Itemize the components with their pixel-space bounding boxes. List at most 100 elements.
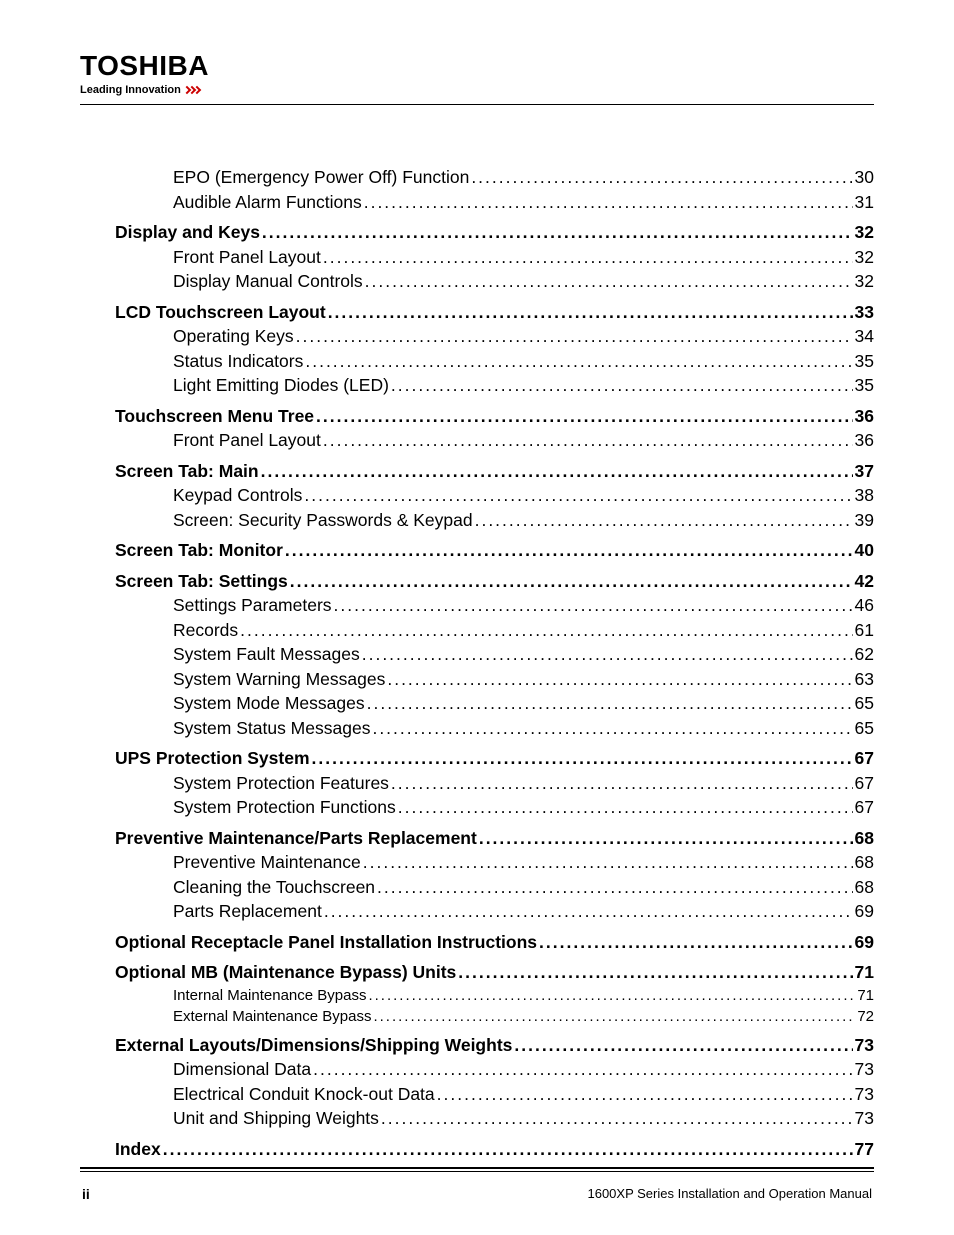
toc-label: External Maintenance Bypass: [173, 1006, 371, 1027]
toc-item: Electrical Conduit Knock-out Data73: [115, 1082, 874, 1107]
toc-label: Front Panel Layout: [173, 245, 321, 270]
toc-item: Screen: Security Passwords & Keypad 39: [115, 508, 874, 533]
toc-item: Display Manual Controls32: [115, 269, 874, 294]
toc-leader-dots: [240, 618, 852, 643]
toc-section: Index77: [115, 1137, 874, 1162]
toc-page-number: 39: [855, 508, 874, 533]
toc-page-number: 68: [855, 850, 874, 875]
toc-label: Display Manual Controls: [173, 269, 363, 294]
document-page: TOSHIBA Leading Innovation EPO (Emergenc…: [0, 0, 954, 1235]
toc-section-heading: Optional Receptacle Panel Installation I…: [115, 930, 874, 955]
toc-item: System Warning Messages63: [115, 667, 874, 692]
toc-page-number: 67: [855, 795, 874, 820]
toc-leader-dots: [391, 771, 853, 796]
toc-label: EPO (Emergency Power Off) Function: [173, 165, 469, 190]
toc-label: Settings Parameters: [173, 593, 332, 618]
toc-label: Preventive Maintenance/Parts Replacement: [115, 826, 477, 851]
toc-leader-dots: [328, 300, 853, 325]
toc-item: Preventive Maintenance 68: [115, 850, 874, 875]
toc-page-number: 73: [855, 1082, 874, 1107]
toc-leader-dots: [373, 1006, 855, 1027]
toc-section: Screen Tab: Monitor40: [115, 538, 874, 563]
toc-leader-dots: [387, 667, 852, 692]
toc-section-heading: Screen Tab: Settings42: [115, 569, 874, 594]
toc-label: Light Emitting Diodes (LED): [173, 373, 389, 398]
toc-label: System Warning Messages: [173, 667, 385, 692]
toc-item: Records61: [115, 618, 874, 643]
toc-leader-dots: [262, 220, 853, 245]
brand-logo: TOSHIBA: [80, 50, 874, 82]
toc-page-number: 73: [855, 1033, 874, 1058]
toc-leader-dots: [437, 1082, 853, 1107]
toc-section-heading: Display and Keys 32: [115, 220, 874, 245]
toc-section: LCD Touchscreen Layout33Operating Keys34…: [115, 300, 874, 398]
toc-label: Optional Receptacle Panel Installation I…: [115, 930, 537, 955]
toc-section: Display and Keys 32Front Panel Layout32Di…: [115, 220, 874, 294]
toc-item: Settings Parameters46: [115, 593, 874, 618]
chevrons-icon: [185, 87, 200, 93]
toc-leader-dots: [305, 349, 852, 374]
toc-leader-dots: [261, 459, 853, 484]
toc-leader-dots: [296, 324, 853, 349]
toc-label: Preventive Maintenance: [173, 850, 361, 875]
toc-item: Front Panel Layout32: [115, 245, 874, 270]
toc-label: LCD Touchscreen Layout: [115, 300, 326, 325]
toc-page-number: 77: [855, 1137, 874, 1162]
page-header: TOSHIBA Leading Innovation: [80, 50, 874, 96]
toc-leader-dots: [398, 795, 853, 820]
toc-page-number: 68: [855, 875, 874, 900]
toc-page-number: 42: [855, 569, 874, 594]
toc-label: Audible Alarm Functions: [173, 190, 362, 215]
toc-page-number: 73: [855, 1057, 874, 1082]
toc-section: Optional MB (Maintenance Bypass) Units71…: [115, 960, 874, 1027]
toc-label: External Layouts/Dimensions/Shipping Wei…: [115, 1033, 512, 1058]
toc-item: Unit and Shipping Weights 73: [115, 1106, 874, 1131]
toc-leader-dots: [381, 1106, 853, 1131]
toc-label: Display and Keys: [115, 220, 260, 245]
footer-divider-thick: [80, 1167, 874, 1169]
toc-leader-dots: [304, 483, 852, 508]
toc-label: System Mode Messages: [173, 691, 365, 716]
toc-leader-dots: [362, 642, 853, 667]
toc-label: Parts Replacement: [173, 899, 322, 924]
toc-page-number: 31: [855, 190, 874, 215]
toc-leader-dots: [367, 691, 853, 716]
toc-label: System Fault Messages: [173, 642, 360, 667]
toc-leader-dots: [334, 593, 853, 618]
toc-label: Screen: Security Passwords & Keypad: [173, 508, 473, 533]
toc-page-number: 36: [855, 404, 874, 429]
toc-label: Unit and Shipping Weights: [173, 1106, 379, 1131]
toc-page-number: 65: [855, 716, 874, 741]
toc-page-number: 69: [855, 930, 874, 955]
brand-tagline: Leading Innovation: [80, 84, 874, 96]
toc-page-number: 67: [855, 746, 874, 771]
toc-item: Dimensional Data73: [115, 1057, 874, 1082]
toc-label: UPS Protection System: [115, 746, 310, 771]
toc-leader-dots: [458, 960, 852, 985]
toc-leader-dots: [475, 508, 853, 533]
toc-leader-dots: [312, 746, 853, 771]
toc-page-number: 69: [855, 899, 874, 924]
toc-item: Status Indicators35: [115, 349, 874, 374]
toc-page-number: 34: [855, 324, 874, 349]
toc-section-heading: Optional MB (Maintenance Bypass) Units71: [115, 960, 874, 985]
toc-section-heading: Index77: [115, 1137, 874, 1162]
toc-leader-dots: [363, 850, 853, 875]
toc-item: EPO (Emergency Power Off) Function30: [115, 165, 874, 190]
toc-label: Records: [173, 618, 238, 643]
toc-section: EPO (Emergency Power Off) Function30Audi…: [115, 165, 874, 214]
table-of-contents: EPO (Emergency Power Off) Function30Audi…: [80, 165, 874, 1167]
toc-section-heading: Preventive Maintenance/Parts Replacement…: [115, 826, 874, 851]
toc-item: System Protection Features67: [115, 771, 874, 796]
toc-item: Parts Replacement 69: [115, 899, 874, 924]
toc-page-number: 32: [855, 220, 874, 245]
toc-page-number: 71: [857, 985, 874, 1006]
toc-leader-dots: [324, 899, 853, 924]
toc-leader-dots: [323, 245, 853, 270]
toc-page-number: 73: [855, 1106, 874, 1131]
toc-item: System Mode Messages65: [115, 691, 874, 716]
toc-page-number: 72: [857, 1006, 874, 1027]
toc-leader-dots: [316, 404, 852, 429]
page-footer: ii 1600XP Series Installation and Operat…: [80, 1167, 874, 1202]
toc-leader-dots: [539, 930, 852, 955]
